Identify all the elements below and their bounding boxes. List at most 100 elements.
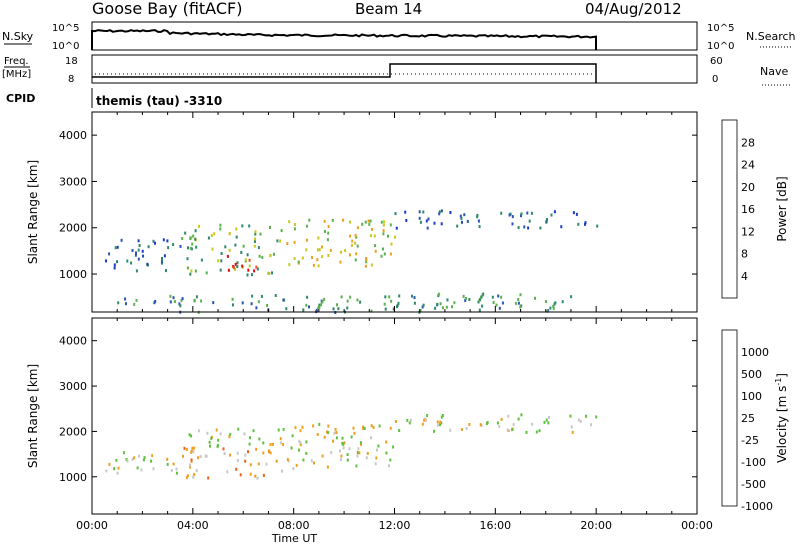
data-cell [154, 299, 157, 303]
data-cell [520, 413, 523, 417]
data-cell [172, 462, 175, 466]
data-cell [131, 249, 134, 252]
data-cell [389, 223, 392, 227]
data-cell [418, 216, 421, 220]
data-cell [235, 467, 238, 471]
data-cell [137, 239, 140, 243]
data-cell [286, 242, 289, 245]
data-cell [293, 227, 296, 231]
data-cell [194, 269, 197, 273]
data-cell [251, 294, 254, 298]
data-cell [197, 429, 200, 433]
data-cell [406, 418, 409, 422]
data-cell [294, 426, 297, 430]
data-cell [252, 429, 255, 433]
data-cell [195, 245, 198, 249]
data-cell [332, 307, 335, 311]
data-cell [338, 449, 341, 453]
data-cell [323, 219, 326, 223]
data-cell [113, 266, 116, 270]
data-cell [340, 454, 343, 458]
data-cell [543, 420, 546, 424]
data-cell [449, 211, 452, 214]
colorbar-tick-label: 25 [741, 412, 755, 425]
data-cell [466, 219, 469, 223]
data-cell [346, 299, 349, 303]
data-cell [520, 212, 523, 216]
data-cell [191, 242, 194, 246]
data-cell [419, 309, 422, 312]
data-cell [408, 421, 411, 425]
data-cell [241, 224, 244, 228]
data-cell [244, 258, 247, 262]
x-tick-label: 20:00 [580, 519, 612, 532]
data-cell [247, 268, 250, 272]
data-cell [251, 273, 253, 277]
data-cell [354, 241, 357, 245]
data-cell [343, 441, 346, 445]
data-cell [275, 459, 278, 463]
data-cell [133, 456, 136, 460]
data-cell [572, 211, 575, 215]
data-cell [229, 453, 232, 457]
data-cell [449, 428, 452, 432]
data-cell [560, 225, 563, 229]
data-cell [237, 427, 240, 431]
data-cell [305, 303, 308, 307]
y-tick-label: 4000 [59, 129, 87, 142]
data-cell [356, 451, 359, 455]
data-cell [317, 305, 320, 309]
data-cell [180, 298, 183, 302]
data-cell [246, 253, 249, 257]
data-cell [273, 252, 275, 256]
data-cell [146, 262, 149, 266]
data-cell [318, 422, 321, 426]
data-cell [523, 225, 526, 229]
data-cell [200, 299, 203, 303]
data-cell [323, 297, 326, 301]
y-axis-label: Slant Range [km] [26, 160, 40, 264]
data-cell [229, 432, 232, 436]
station-title: Goose Bay (fitACF) [92, 0, 242, 18]
data-cell [175, 471, 178, 475]
data-cell [365, 456, 368, 460]
data-cell [126, 259, 129, 263]
data-cell [579, 420, 582, 423]
data-cell [246, 273, 249, 277]
data-cell [327, 424, 330, 428]
data-cell [269, 451, 272, 455]
data-cell [254, 474, 257, 478]
data-cell [348, 447, 351, 451]
data-cell [130, 261, 133, 265]
data-cell [242, 244, 245, 248]
data-cell [281, 469, 283, 473]
data-cell [116, 245, 119, 249]
data-cell [166, 239, 169, 243]
data-cell [511, 222, 514, 226]
data-cell [190, 450, 193, 454]
data-cell [545, 219, 548, 223]
data-cell [268, 449, 271, 453]
data-cell [259, 232, 262, 236]
data-cell [398, 429, 401, 432]
colorbar-label: Power [dB] [775, 176, 789, 241]
data-cell [438, 212, 441, 216]
colorbar-label: Velocity [m s-1] [774, 373, 789, 463]
colorbar-tick-label: -100 [741, 456, 766, 469]
data-cell [234, 267, 237, 271]
freq-panel: Freq. [MHz] 18 8 60 0 Nave [2, 54, 792, 86]
data-cell [390, 299, 393, 303]
data-cell [210, 234, 213, 237]
data-cell [163, 254, 166, 258]
freq-label-2: [MHz] [2, 69, 31, 80]
data-cell [413, 296, 416, 300]
data-cell [308, 305, 310, 309]
data-cell [375, 456, 378, 460]
data-cell [380, 254, 383, 258]
data-cell [353, 431, 356, 435]
data-cell [528, 219, 531, 223]
data-cell [585, 414, 587, 418]
data-cell [316, 258, 319, 262]
data-cell [436, 420, 439, 424]
